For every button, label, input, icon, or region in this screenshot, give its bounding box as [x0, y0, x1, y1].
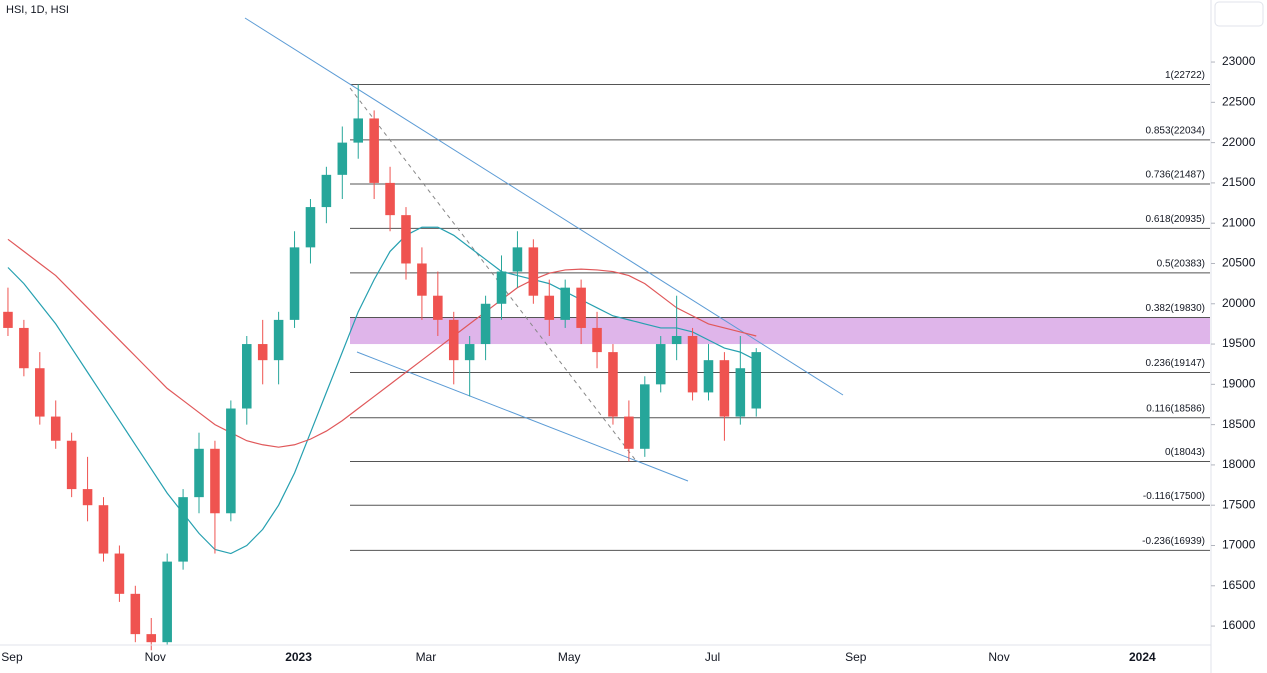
candle-body [592, 327, 602, 353]
x-tick-label: Nov [145, 650, 166, 664]
candle-body [226, 408, 236, 514]
fib-label: 0.618(20935) [1146, 214, 1206, 225]
candle-body [496, 271, 507, 304]
candle-body [114, 553, 125, 594]
y-tick-label: 17000 [1222, 538, 1256, 552]
x-tick-label: Sep [1, 650, 23, 664]
x-tick-label: Sep [845, 650, 867, 664]
candle-body [273, 319, 284, 361]
candle-body [464, 344, 475, 361]
fib-label: 0.382(19830) [1146, 303, 1206, 314]
y-tick-label: 23000 [1222, 54, 1256, 68]
fib-label: 0.5(20383) [1157, 259, 1205, 270]
candle-body [480, 303, 491, 345]
candle-body [544, 295, 555, 320]
fib-label: 0.116(18586) [1146, 403, 1205, 414]
x-tick-label: Nov [988, 650, 1009, 664]
candle-body [305, 207, 316, 248]
candle-body [353, 118, 363, 143]
y-tick-label: 19000 [1222, 377, 1256, 391]
candle-body [608, 352, 618, 417]
y-tick-label: 16000 [1222, 618, 1256, 632]
candle-body [401, 215, 411, 264]
dashed-line [349, 87, 638, 463]
fib-label: -0.236(16939) [1142, 536, 1205, 547]
candle-body [257, 344, 268, 361]
y-tick-label: 19500 [1222, 336, 1256, 350]
candle-body [66, 440, 77, 490]
candle-body [82, 489, 93, 506]
candle-body [417, 263, 427, 296]
candle-body [194, 448, 204, 498]
candle-body [655, 344, 666, 385]
fib-label: 0(18043) [1165, 447, 1205, 458]
x-tick-label: May [558, 650, 581, 664]
candle-body [289, 247, 300, 320]
candle-body [35, 368, 45, 417]
candle-body [385, 182, 395, 216]
chart-title: HSI, 1D, HSI [6, 4, 69, 16]
moving-average [7, 238, 757, 448]
candle-body [337, 142, 348, 175]
candle-body [3, 311, 13, 328]
candle-body [210, 448, 220, 514]
candle-body [433, 295, 443, 320]
candle-body [703, 360, 714, 393]
candle-body [242, 344, 252, 409]
y-tick-label: 17500 [1222, 497, 1256, 511]
candle-body [560, 287, 570, 320]
y-tick-label: 21500 [1222, 175, 1256, 189]
zone-layer [350, 317, 1210, 345]
candle-body [687, 335, 698, 393]
y-tick-label: 22000 [1222, 135, 1256, 149]
x-tick-label: 2024 [1129, 650, 1156, 664]
candle-body [130, 593, 141, 635]
candle-body [671, 335, 682, 345]
fib-label: 0.736(21487) [1146, 170, 1206, 181]
candle-body [719, 360, 730, 417]
axis-layer: 16000 16500 17000 17500 18000 18500 19000 19500… [1, 54, 1255, 664]
zone [350, 317, 1210, 345]
fib-layer: 1(22722) 0.853(22034) 0.736(21487) 0.618(20… [350, 70, 1210, 551]
x-tick-label: Jul [705, 650, 720, 664]
x-tick-label: 2023 [285, 650, 312, 664]
candle-body [369, 118, 379, 183]
candle-body [512, 247, 523, 272]
y-tick-label: 20000 [1222, 296, 1256, 310]
x-tick-label: Mar [416, 650, 437, 664]
candle-body [640, 384, 650, 449]
candle-body [178, 497, 188, 562]
scale-button[interactable] [1214, 1, 1264, 27]
fib-label: 0.853(22034) [1146, 126, 1206, 137]
y-tick-label: 18000 [1222, 457, 1256, 471]
y-tick-label: 16500 [1222, 578, 1256, 592]
candle-body [528, 247, 539, 296]
y-tick-label: 22500 [1222, 95, 1256, 109]
candle-body [98, 505, 109, 554]
fib-label: 0.236(19147) [1146, 358, 1206, 369]
y-tick-label: 20500 [1222, 256, 1256, 270]
candle-body [19, 327, 29, 369]
y-tick-label: 18500 [1222, 417, 1256, 431]
fib-label: 1(22722) [1165, 70, 1205, 81]
candle-body [162, 561, 172, 643]
candle-body [321, 174, 332, 208]
candle-body [576, 287, 586, 328]
candle-body [751, 352, 762, 409]
candle-body [735, 368, 746, 417]
candle-body [624, 416, 634, 449]
candle-body [146, 634, 157, 643]
ma-layer [7, 226, 757, 555]
candle-body [50, 416, 61, 441]
candle-body [448, 319, 459, 361]
candle-layer [3, 84, 762, 651]
y-tick-label: 21000 [1222, 215, 1256, 229]
trend-line [356, 351, 689, 482]
moving-average [7, 226, 757, 555]
fib-label: -0.116(17500) [1143, 491, 1205, 502]
